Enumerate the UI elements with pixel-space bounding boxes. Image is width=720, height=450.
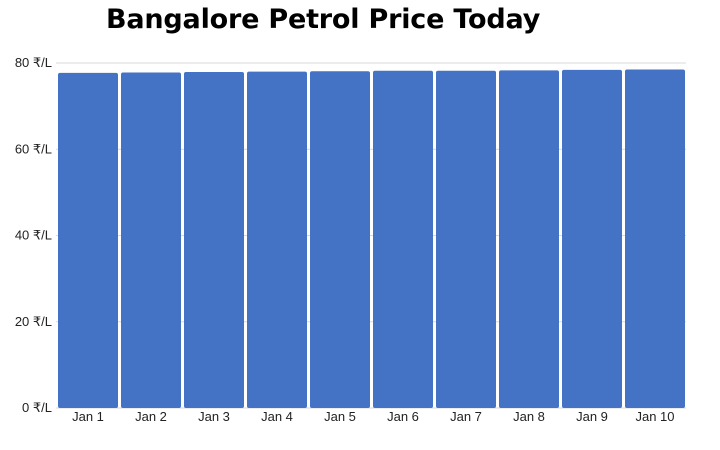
y-tick-label: 40 ₹/L xyxy=(15,228,52,243)
x-tick-label: Jan 5 xyxy=(324,409,356,424)
y-axis-ticks: 0 ₹/L 20 ₹/L 40 ₹/L 60 ₹/L 80 ₹/L xyxy=(15,55,52,415)
x-tick-label: Jan 1 xyxy=(72,409,104,424)
bar xyxy=(625,69,685,408)
bar xyxy=(310,71,370,408)
bar xyxy=(121,72,181,409)
chart-title: Bangalore Petrol Price Today xyxy=(106,4,541,35)
x-tick-label: Jan 8 xyxy=(513,409,545,424)
bar xyxy=(562,69,622,409)
x-tick-label: Jan 3 xyxy=(198,409,230,424)
bars xyxy=(58,69,685,409)
x-tick-label: Jan 9 xyxy=(576,409,608,424)
y-tick-label: 80 ₹/L xyxy=(15,55,52,70)
x-tick-label: Jan 6 xyxy=(387,409,419,424)
x-tick-label: Jan 7 xyxy=(450,409,482,424)
y-tick-label: 20 ₹/L xyxy=(15,314,52,329)
bar xyxy=(58,72,118,408)
x-tick-label: Jan 4 xyxy=(261,409,293,424)
y-tick-label: 0 ₹/L xyxy=(22,400,52,415)
bar xyxy=(247,71,307,408)
y-tick-label: 60 ₹/L xyxy=(15,141,52,156)
bar xyxy=(184,72,244,409)
x-axis-ticks: Jan 1 Jan 2 Jan 3 Jan 4 Jan 5 Jan 6 Jan 7 Jan 8… xyxy=(72,409,674,424)
bar xyxy=(499,70,559,409)
x-tick-label: Jan 2 xyxy=(135,409,167,424)
bar xyxy=(373,70,433,408)
x-tick-label: Jan 10 xyxy=(635,409,674,424)
bar xyxy=(436,70,496,408)
